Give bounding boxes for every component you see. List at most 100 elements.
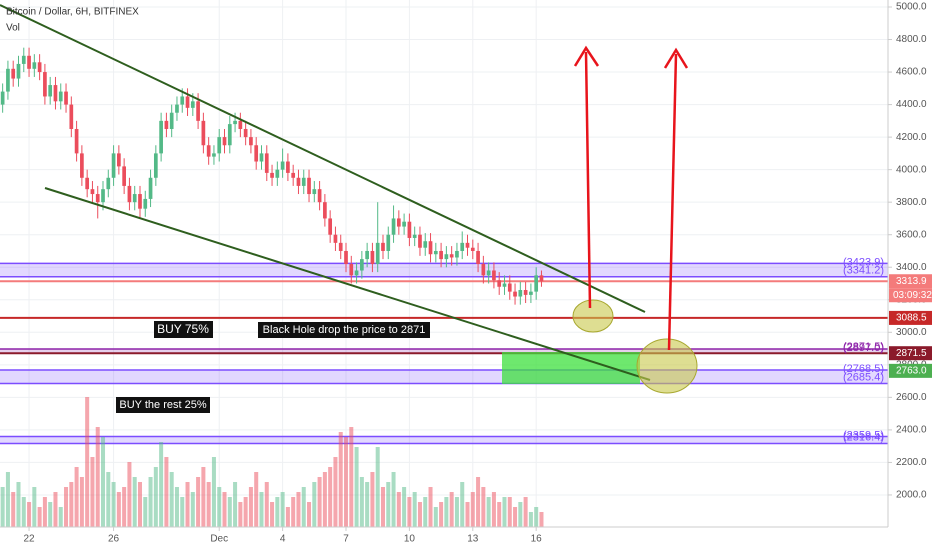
candle-body (465, 242, 470, 248)
level-band (0, 436, 888, 444)
candle-body (80, 153, 84, 178)
volume-bar (349, 427, 354, 527)
candle-body (391, 218, 396, 235)
candle-body (11, 68, 16, 79)
candle-body (370, 250, 375, 264)
candle-body (444, 254, 449, 260)
volume-bar (285, 507, 290, 527)
candle-body (153, 153, 158, 178)
candle-body (122, 166, 126, 186)
volume-bar (53, 492, 58, 527)
candle-body (423, 241, 428, 248)
volume-bar (322, 472, 327, 527)
candle-body (143, 198, 148, 209)
volume-bar (454, 497, 459, 527)
price-marker-label: 2763.0 (896, 365, 927, 376)
volume-bar (116, 492, 121, 527)
volume-bar (79, 477, 84, 527)
price-marker (889, 274, 932, 289)
candle-body (301, 177, 306, 186)
candle-body (534, 275, 539, 292)
volume-bar (449, 492, 454, 527)
drawings: BUY 75% Black Hole drop the price to 287… (0, 4, 698, 413)
candle-body (333, 234, 338, 243)
candle-body (418, 234, 422, 248)
level-label: (2316.4) (843, 431, 884, 443)
candle-body (518, 290, 523, 297)
volume-bar (528, 512, 533, 527)
candle-body (111, 153, 116, 178)
volume (0, 397, 544, 527)
volume-bar (497, 502, 502, 527)
volume-bar (486, 497, 491, 527)
volume-bar (42, 497, 47, 527)
ellipse (636, 338, 698, 394)
volume-bar (190, 492, 195, 527)
volume-bar (291, 497, 296, 527)
volume-bar (106, 472, 111, 527)
volume-bar (402, 487, 407, 527)
candle-body (402, 221, 406, 227)
candle-body (317, 189, 322, 203)
candle-body (396, 218, 401, 227)
y-tick-label: 3800.0 (896, 197, 927, 208)
candle-body (16, 63, 21, 79)
y-tick-label: 4800.0 (896, 34, 927, 45)
candle-body (264, 153, 269, 173)
candles (0, 47, 544, 305)
candle-body (127, 185, 132, 203)
candle-body (502, 283, 507, 287)
candle-body (164, 120, 169, 129)
candle-body (259, 153, 264, 162)
volume-bar (412, 492, 417, 527)
candle-body (433, 250, 438, 255)
level-label: (3423.9) (843, 256, 884, 268)
candle-body (27, 55, 31, 69)
volume-bar (122, 487, 127, 527)
volume-bar (481, 487, 486, 527)
candle-body (344, 250, 348, 264)
candle-body (180, 96, 185, 105)
volume-bar (85, 397, 90, 527)
y-tick-label: 2200.0 (896, 457, 927, 468)
candle-body (439, 250, 443, 260)
volume-bar (64, 487, 69, 527)
candle-body (233, 120, 237, 125)
volume-bar (148, 477, 153, 527)
volume-bar (259, 492, 264, 527)
time-axis-bg (0, 527, 932, 550)
volume-bar (206, 482, 211, 527)
volume-bar (174, 487, 179, 527)
volume-bar (185, 482, 190, 527)
volume-bar (328, 467, 333, 527)
candle-body (270, 172, 274, 178)
arrow-head (573, 45, 600, 67)
candle-body (69, 104, 74, 129)
candle-body (428, 241, 433, 255)
volume-bar (164, 457, 169, 527)
y-tick-label: 3400.0 (896, 262, 927, 273)
candle-body (175, 104, 179, 113)
y-tick-label: 4000.0 (896, 164, 927, 175)
candle-body (85, 177, 90, 190)
candle-body (513, 291, 517, 297)
x-tick-label: 26 (108, 534, 120, 545)
volume-bar (470, 492, 475, 527)
candle-body (312, 189, 317, 195)
candle-body (190, 101, 195, 108)
arrow (584, 51, 592, 309)
volume-bar (523, 497, 528, 527)
volume-bar (233, 482, 238, 527)
candle-body (338, 242, 343, 251)
x-tick-label: 16 (531, 534, 543, 545)
candle-body (0, 91, 5, 105)
y-tick-label: 2000.0 (896, 490, 927, 501)
volume-bar (264, 482, 269, 527)
price-marker (889, 346, 932, 361)
candle-body (497, 280, 502, 287)
candle-body (6, 68, 10, 92)
volume-bar (48, 502, 53, 527)
volume-bar (380, 487, 385, 527)
volume-bar (307, 502, 312, 527)
